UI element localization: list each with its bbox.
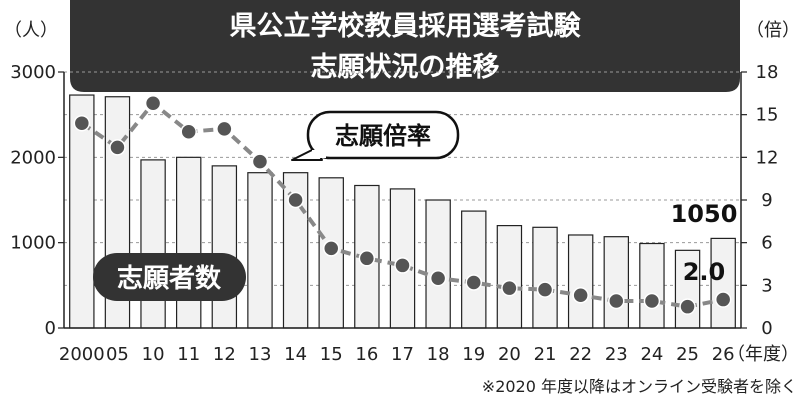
rate-point-22 <box>572 287 589 304</box>
x-tick-label-14: 14 <box>284 344 307 365</box>
right-tick-label-6: 6 <box>761 233 772 254</box>
rate-callout-box <box>306 110 460 160</box>
x-tick-label-23: 23 <box>605 344 628 365</box>
bar-10 <box>140 159 166 329</box>
rate-point-23 <box>608 292 625 310</box>
bar-26 <box>710 237 736 329</box>
x-tick-label-21: 21 <box>534 344 557 365</box>
rate-point-12 <box>216 120 233 138</box>
last-rate-annotation: 2.0 <box>683 258 726 286</box>
x-tick-label-11: 11 <box>177 344 200 365</box>
rate-point-16 <box>358 250 376 267</box>
rate-point-20 <box>501 279 518 297</box>
rate-point-15 <box>322 240 340 257</box>
x-tick-label-20: 20 <box>498 344 521 365</box>
rate-point-10 <box>144 95 162 112</box>
left-axis-unit: （人） <box>4 20 58 41</box>
rate-point-19 <box>465 274 483 291</box>
bar-11 <box>175 156 202 329</box>
rate-point-24 <box>643 292 661 310</box>
x-tick-label-05: 05 <box>106 344 129 365</box>
right-tick-label-18: 18 <box>756 62 779 83</box>
rate-callout-label: 志願倍率 <box>335 122 431 150</box>
x-tick-label-16: 16 <box>355 344 378 365</box>
rate-callout: 志願倍率 <box>291 110 460 161</box>
rate-point-17 <box>394 257 411 274</box>
x-tick-label-18: 18 <box>427 344 450 365</box>
line-layer <box>73 95 732 315</box>
bar-22 <box>567 234 594 329</box>
x-tick-label-24: 24 <box>640 344 663 365</box>
x-tick-label-25: 25 <box>676 344 699 365</box>
x-axis-unit: （年度） <box>727 344 799 365</box>
bar-18 <box>425 199 451 329</box>
rate-point-26 <box>714 291 732 308</box>
right-tick-label-12: 12 <box>756 147 779 168</box>
rate-point-05 <box>109 139 126 156</box>
footnote: ※2020 年度以降はオンライン受験者を除く <box>482 377 797 396</box>
applicants-label-text: 志願者数 <box>117 264 222 294</box>
x-tick-label-26: 26 <box>712 344 735 365</box>
rate-point-14 <box>287 191 304 209</box>
applicants-label: 志願者数 <box>93 253 246 301</box>
x-tick-label-12: 12 <box>213 344 236 365</box>
bar-19 <box>461 210 487 329</box>
applicants-label-box <box>93 253 246 301</box>
right-axis-unit: （倍） <box>746 20 800 41</box>
bar-23 <box>603 236 630 329</box>
bar-12 <box>211 165 238 329</box>
x-tick-label-10: 10 <box>142 344 165 365</box>
left-tick-label-2000: 2000 <box>10 147 56 168</box>
last-bar-annotation: 1050 <box>671 200 738 228</box>
right-tick-label-15: 15 <box>756 105 779 126</box>
left-tick-label-3000: 3000 <box>10 62 56 83</box>
rate-point-2000 <box>73 114 91 132</box>
x-tick-label-17: 17 <box>391 344 414 365</box>
rate-point-25 <box>679 298 696 315</box>
x-tick-label-19: 19 <box>462 344 485 365</box>
right-tick-label-0: 0 <box>761 318 772 339</box>
right-tick-label-3: 3 <box>761 275 772 296</box>
bar-20 <box>496 225 523 329</box>
right-tick-label-9: 9 <box>761 190 772 211</box>
bar-21 <box>532 226 558 329</box>
left-tick-label-1000: 1000 <box>10 233 56 254</box>
x-tick-label-2000: 2000 <box>59 344 105 365</box>
chart-title-line2: 志願状況の推移 <box>311 52 500 83</box>
x-tick-label-22: 22 <box>569 344 592 365</box>
rate-point-18 <box>429 269 447 287</box>
left-tick-label-0: 0 <box>45 318 56 339</box>
bar-13 <box>247 172 273 329</box>
rate-point-13 <box>251 153 269 170</box>
x-tick-label-13: 13 <box>249 344 272 365</box>
chart-title-line1: 県公立学校教員採用選考試験 <box>230 10 582 42</box>
x-tick-label-15: 15 <box>320 344 343 365</box>
title-banner <box>70 0 740 92</box>
bar-24 <box>639 242 665 329</box>
rate-point-11 <box>180 123 197 140</box>
rate-point-21 <box>536 281 554 298</box>
